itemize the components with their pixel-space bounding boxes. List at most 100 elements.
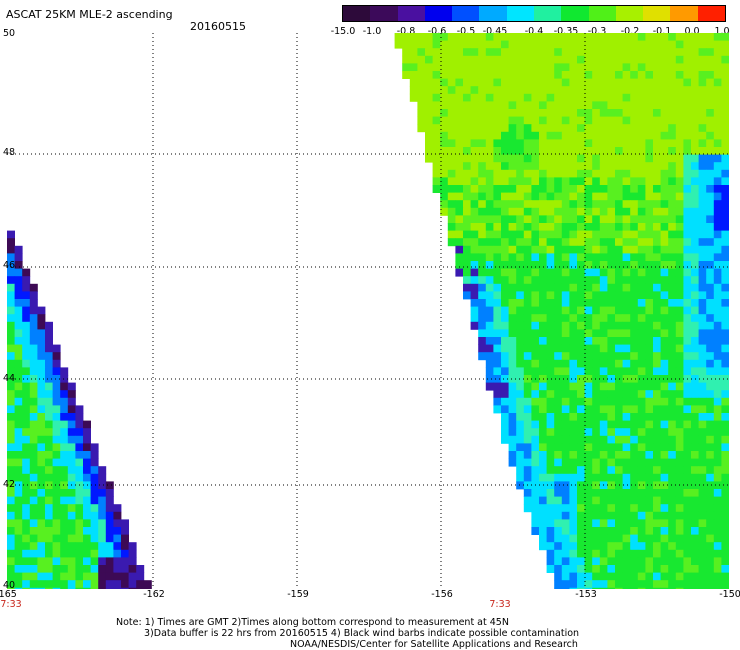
swath-cell [546, 131, 555, 140]
swath-cell [561, 169, 570, 178]
swath-cell [615, 93, 623, 102]
swath-cell [425, 40, 433, 49]
swath-cell [630, 534, 639, 543]
swath-cell [630, 86, 639, 95]
swath-cell [539, 413, 547, 421]
swath-cell [561, 276, 570, 285]
swath-cell [592, 565, 601, 573]
swath-cell [660, 177, 669, 186]
swath-cell [554, 390, 563, 399]
swath-cell [683, 405, 692, 414]
swath-cell [660, 154, 669, 163]
swath-cell [485, 215, 494, 224]
swath-cell [546, 147, 555, 155]
swath-cell [599, 63, 608, 72]
swath-cell [554, 185, 563, 193]
swath-cell [592, 306, 601, 315]
swath-cell [706, 329, 715, 338]
swath-cell [622, 344, 631, 353]
swath-cell [546, 33, 555, 41]
swath-cell [706, 116, 715, 125]
swath-cell [683, 48, 692, 57]
swath-cell [713, 124, 722, 133]
swath-cell [698, 116, 707, 125]
swath-cell [660, 253, 669, 262]
lat-label: 50 [3, 28, 16, 39]
swath-cell [516, 443, 525, 452]
swath-cell [683, 253, 692, 262]
swath-cell [691, 527, 699, 535]
swath-cell [516, 207, 525, 216]
swath-cell [599, 511, 608, 520]
swath-cell [637, 200, 646, 209]
swath-cell [607, 78, 616, 87]
swath-cell [539, 299, 547, 307]
swath-cell [599, 519, 608, 528]
swath-cell [128, 565, 137, 573]
swath-cell [691, 71, 699, 79]
swath-cell [721, 276, 729, 285]
swath-cell [721, 55, 729, 64]
swath-cell [463, 40, 471, 49]
swath-cell [675, 283, 684, 292]
swath-cell [645, 71, 654, 79]
swath-cell [493, 124, 502, 133]
swath-cell [485, 352, 494, 361]
swath-cell [645, 557, 654, 566]
swath-cell [607, 443, 616, 452]
swath-cell [607, 200, 616, 209]
swath-cell [584, 397, 593, 406]
swath-cell [668, 397, 677, 406]
swath-cell [394, 33, 403, 41]
swath-cell [561, 63, 570, 72]
swath-cell [447, 93, 456, 102]
swath-cell [683, 496, 692, 505]
swath-cell [607, 55, 616, 64]
swath-cell [546, 154, 555, 163]
swath-cell [29, 557, 38, 566]
swath-cell [607, 458, 616, 467]
swath-cell [539, 420, 547, 429]
swath-cell [592, 139, 601, 148]
swath-cell [447, 223, 456, 231]
swath-cell [447, 71, 456, 79]
swath-cell [60, 375, 69, 383]
swath-cell [37, 352, 46, 361]
swath-cell [668, 587, 677, 589]
swath-cell [432, 116, 441, 125]
swath-cell [561, 230, 570, 239]
swath-cell [683, 587, 692, 589]
swath-cell [14, 572, 23, 581]
swath-cell [539, 238, 547, 247]
swath-cell [713, 321, 722, 330]
swath-cell [455, 63, 464, 72]
swath-cell [691, 519, 699, 528]
swath-cell [501, 177, 509, 186]
swath-cell [577, 71, 585, 79]
swath-cell [668, 405, 677, 414]
swath-cell [645, 253, 654, 262]
swath-cell [554, 276, 563, 285]
swath-cell [592, 177, 601, 186]
swath-cell [75, 451, 84, 459]
swath-cell [45, 428, 53, 437]
swath-cell [37, 413, 46, 421]
swath-cell [539, 63, 547, 72]
swath-cell [721, 101, 729, 110]
swath-cell [599, 207, 608, 216]
swath-cell [706, 504, 715, 513]
swath-cell [508, 109, 517, 117]
swath-cell [539, 48, 547, 57]
swath-cell [546, 306, 555, 315]
swath-cell [622, 435, 631, 444]
swath-cell [14, 534, 23, 543]
swath-cell [622, 93, 631, 102]
swath-cell [653, 344, 661, 353]
swath-cell [653, 565, 661, 573]
swath-cell [645, 131, 654, 140]
swath-cell [470, 192, 479, 201]
swath-cell [691, 435, 699, 444]
colorbar-swatch [561, 6, 590, 21]
swath-cell [615, 527, 623, 535]
swath-cell [584, 276, 593, 285]
